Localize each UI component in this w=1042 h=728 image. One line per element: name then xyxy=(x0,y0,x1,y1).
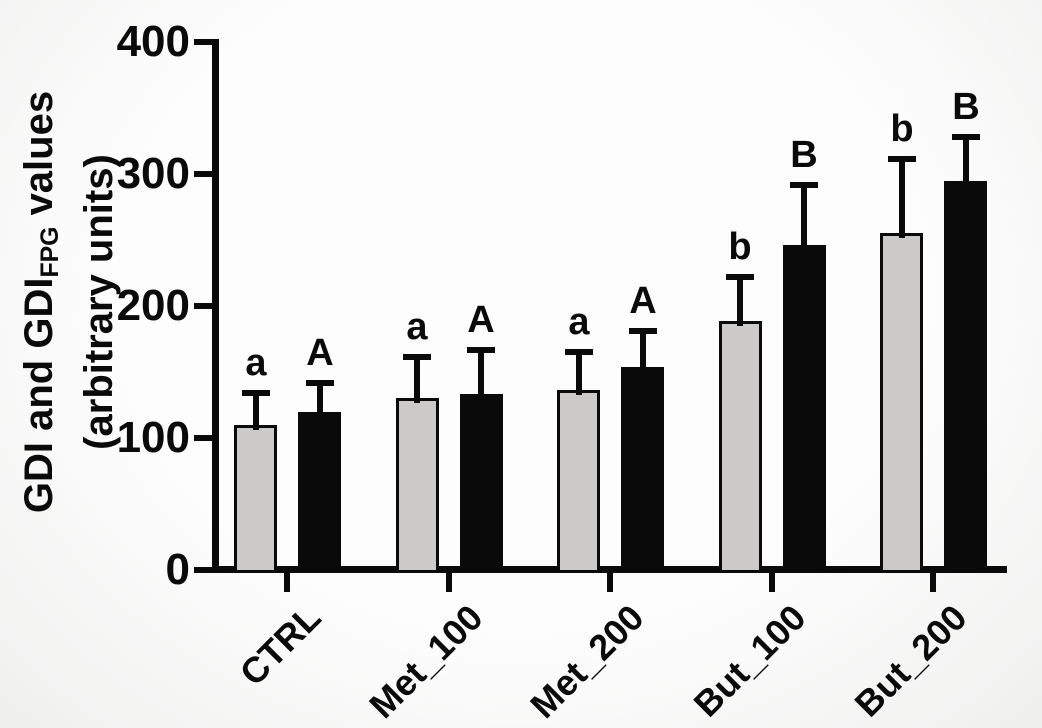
error-bar-cap xyxy=(952,134,980,140)
error-bar-cap xyxy=(888,156,916,162)
x-category-label: But_200 xyxy=(846,596,975,725)
x-axis-tick xyxy=(769,572,775,592)
x-category-label: Met_200 xyxy=(522,596,652,727)
error-bar-stem xyxy=(737,277,743,326)
error-bar-stem xyxy=(899,159,905,238)
error-bar-cap xyxy=(790,182,818,188)
bar xyxy=(621,367,664,573)
x-axis-tick xyxy=(930,572,936,592)
error-bar-stem xyxy=(253,393,259,430)
x-category-label: But_100 xyxy=(685,596,814,725)
bar xyxy=(880,233,923,573)
error-bar-stem xyxy=(317,383,323,417)
y-axis-tick xyxy=(194,39,213,45)
bar xyxy=(719,321,762,573)
error-bar-stem xyxy=(414,357,420,403)
error-bar-stem xyxy=(801,185,807,251)
y-tick-label: 0 xyxy=(165,545,190,594)
error-bar-cap xyxy=(565,349,593,355)
bar xyxy=(298,412,341,573)
error-bar-cap xyxy=(467,347,495,353)
significance-letter: a xyxy=(245,342,267,384)
y-tick-label: 100 xyxy=(116,413,190,462)
error-bar-cap xyxy=(242,390,270,396)
bar xyxy=(396,398,439,573)
bar xyxy=(783,245,826,573)
bar xyxy=(944,181,987,573)
bar xyxy=(234,425,277,573)
error-bar-cap xyxy=(726,274,754,280)
error-bar-cap xyxy=(403,354,431,360)
x-axis-tick xyxy=(607,572,613,592)
y-axis-title-subscript: FPG xyxy=(37,226,65,278)
y-tick-label: 300 xyxy=(116,149,190,198)
bar xyxy=(557,390,600,573)
error-bar-stem xyxy=(640,331,646,372)
significance-letter: A xyxy=(467,299,495,341)
x-axis-tick xyxy=(284,572,290,592)
x-category-label: CTRL xyxy=(231,596,329,694)
error-bar-stem xyxy=(576,352,582,395)
significance-letter: B xyxy=(952,86,980,128)
y-axis-tick xyxy=(194,303,213,309)
error-bar-stem xyxy=(478,350,484,400)
y-axis-tick xyxy=(194,435,213,441)
significance-letter: a xyxy=(568,301,590,343)
x-axis-line xyxy=(212,566,1007,573)
significance-letter: b xyxy=(890,108,914,150)
error-bar-cap xyxy=(629,328,657,334)
y-axis-tick xyxy=(194,171,213,177)
significance-letter: A xyxy=(306,332,334,374)
significance-letter: A xyxy=(629,280,657,322)
x-category-label: Met_100 xyxy=(361,596,491,727)
y-tick-label: 200 xyxy=(116,281,190,330)
significance-letter: a xyxy=(406,306,428,348)
significance-letter: B xyxy=(790,134,818,176)
significance-letter: b xyxy=(728,226,752,268)
bar xyxy=(460,394,503,573)
y-axis-line xyxy=(212,39,219,573)
y-axis-tick xyxy=(194,567,213,573)
y-tick-label: 400 xyxy=(116,17,190,66)
x-axis-tick xyxy=(446,572,452,592)
error-bar-cap xyxy=(306,380,334,386)
error-bar-stem xyxy=(963,137,969,186)
